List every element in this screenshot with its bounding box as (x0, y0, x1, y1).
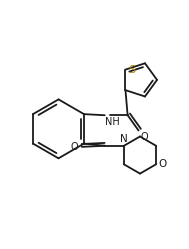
Text: O: O (159, 159, 167, 169)
Text: NH: NH (105, 117, 120, 127)
Text: N: N (120, 133, 128, 144)
Text: S: S (128, 65, 135, 75)
Text: O: O (141, 131, 148, 142)
Text: O: O (70, 142, 78, 152)
